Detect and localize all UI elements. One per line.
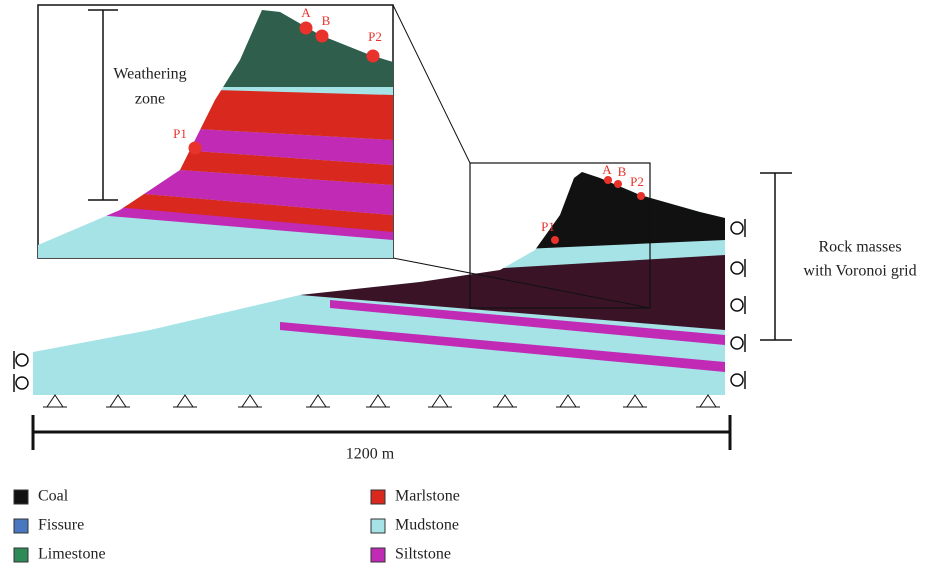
legend-swatch — [14, 548, 28, 562]
dimension-label: 1200 m — [346, 446, 395, 463]
monitor-point — [189, 142, 202, 155]
zoom-line — [393, 5, 470, 163]
legend-swatch — [14, 519, 28, 533]
point-label: A — [602, 162, 612, 177]
monitor-point — [300, 22, 313, 35]
support — [177, 395, 193, 407]
point-label: P2 — [368, 29, 382, 44]
point-label: B — [618, 164, 627, 179]
support — [560, 395, 576, 407]
point-label: B — [322, 13, 331, 28]
legend-swatch — [371, 490, 385, 504]
roller — [16, 354, 28, 366]
point-label: P1 — [541, 219, 555, 234]
monitor-point — [637, 192, 645, 200]
support — [432, 395, 448, 407]
monitor-point — [614, 180, 622, 188]
support — [47, 395, 63, 407]
legend-label: Marlstone — [395, 488, 460, 505]
monitor-point — [604, 176, 612, 184]
annotation: Rock masses — [818, 239, 901, 256]
support — [110, 395, 126, 407]
monitor-point — [551, 236, 559, 244]
annotation: zone — [135, 91, 165, 108]
roller — [731, 262, 743, 274]
roller — [731, 222, 743, 234]
support — [310, 395, 326, 407]
legend-label: Siltstone — [395, 546, 451, 563]
support — [700, 395, 716, 407]
roller — [731, 374, 743, 386]
roller — [731, 337, 743, 349]
support — [370, 395, 386, 407]
legend-label: Coal — [38, 488, 69, 505]
point-label: P2 — [630, 174, 644, 189]
legend-swatch — [371, 519, 385, 533]
figure: Weathering zone Rock masses with Voronoi… — [0, 0, 943, 571]
monitor-point — [316, 30, 329, 43]
support — [497, 395, 513, 407]
monitor-point — [367, 50, 380, 63]
point-label: A — [301, 5, 311, 20]
roller — [731, 299, 743, 311]
roller — [16, 377, 28, 389]
annotation: Weathering — [113, 66, 186, 83]
legend-label: Fissure — [38, 517, 84, 534]
legend-label: Mudstone — [395, 517, 459, 534]
annotation: with Voronoi grid — [803, 263, 916, 280]
point-label: P1 — [173, 126, 187, 141]
support — [242, 395, 258, 407]
legend-swatch — [371, 548, 385, 562]
support — [627, 395, 643, 407]
legend-swatch — [14, 490, 28, 504]
legend-label: Limestone — [38, 546, 106, 563]
